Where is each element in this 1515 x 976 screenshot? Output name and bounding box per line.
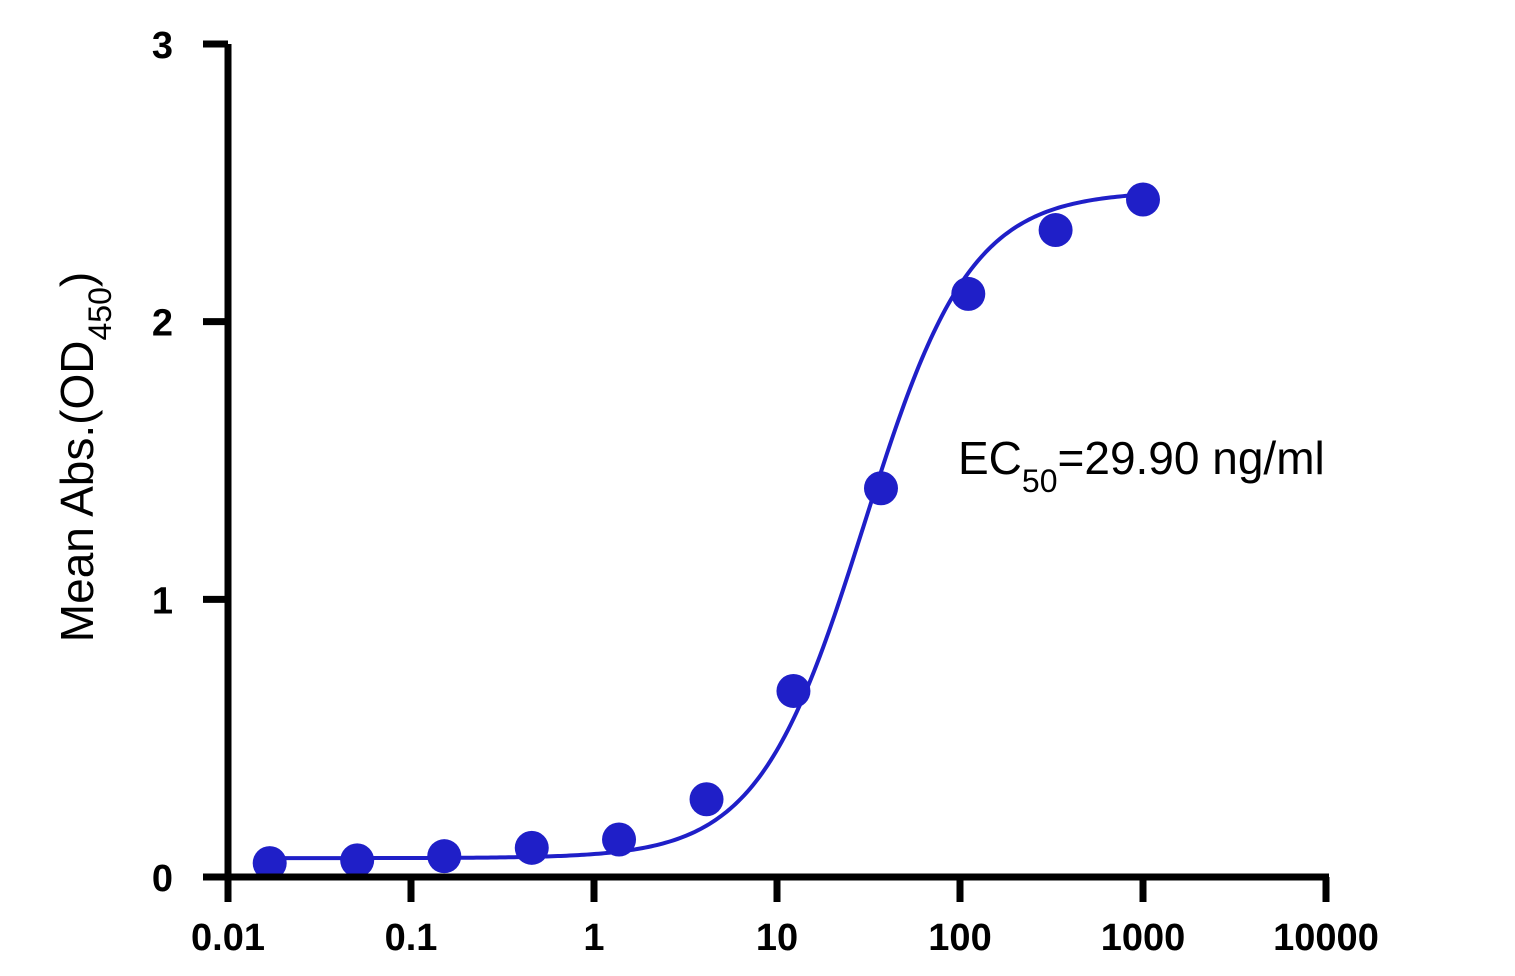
y-axis-title-subscript: 450 xyxy=(82,287,118,340)
y-tick-label: 2 xyxy=(152,303,173,345)
fit-curve-layer xyxy=(269,192,1144,861)
x-tick-label: 1 xyxy=(583,917,604,959)
y-axis-title: Mean Abs.(OD450) xyxy=(51,272,118,642)
x-tick-label: 10 xyxy=(756,917,798,959)
y-axis-title-suffix: ) xyxy=(51,272,103,287)
data-point xyxy=(602,822,637,857)
data-point xyxy=(1038,213,1073,248)
x-tick-label: 10000 xyxy=(1273,917,1379,959)
y-tick-label: 3 xyxy=(152,25,173,67)
x-tick-label: 100 xyxy=(928,917,991,959)
fit-curve xyxy=(269,192,1144,861)
data-point xyxy=(514,830,549,865)
data-point xyxy=(951,276,986,311)
ec50-annotation: EC50=29.90 ng/ml xyxy=(958,432,1325,499)
y-tick-label: 0 xyxy=(152,858,173,900)
data-point xyxy=(689,782,724,817)
x-tick-label: 0.01 xyxy=(191,917,265,959)
x-tick-label: 0.1 xyxy=(385,917,438,959)
ec50-annotation-prefix: EC xyxy=(958,432,1022,484)
x-tick-label: 1000 xyxy=(1101,917,1186,959)
data-point xyxy=(427,839,462,874)
data-point xyxy=(252,846,287,881)
y-axis-title-main: Mean Abs.(OD xyxy=(51,341,103,643)
data-point xyxy=(1126,182,1160,217)
data-points-layer xyxy=(252,182,1160,881)
data-point xyxy=(863,471,898,506)
data-point xyxy=(340,843,375,878)
ec50-annotation-subscript: 50 xyxy=(1022,463,1058,499)
data-point xyxy=(776,673,811,708)
ec50-annotation-value: =29.90 ng/ml xyxy=(1058,432,1325,484)
y-tick-label: 1 xyxy=(152,580,173,622)
axes-layer: 0 1 2 3 0.01 0.1 1 10 100 1000 10000 xyxy=(152,25,1379,959)
